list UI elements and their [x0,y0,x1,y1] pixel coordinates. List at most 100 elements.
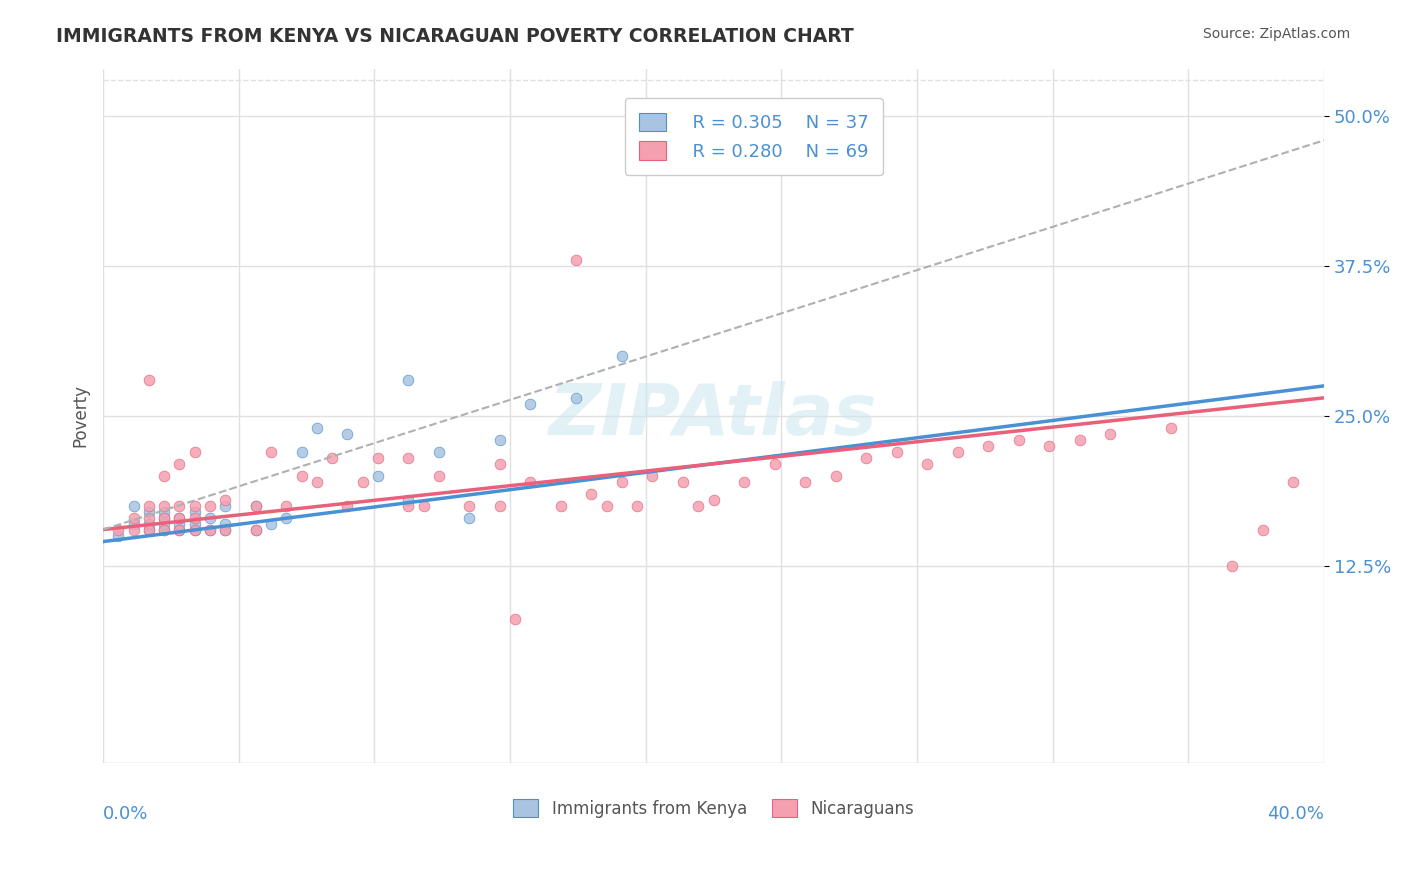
Point [183,510,205,524]
Point [198,523,221,537]
Point [503,612,526,626]
Point [1099,426,1122,441]
Point [977,439,1000,453]
Point [107,528,129,542]
Point [412,499,434,513]
Point [153,523,176,537]
Text: IMMIGRANTS FROM KENYA VS NICARAGUAN POVERTY CORRELATION CHART: IMMIGRANTS FROM KENYA VS NICARAGUAN POVE… [56,27,853,45]
Point [214,492,236,507]
Point [1251,523,1274,537]
Point [489,433,512,447]
Point [169,457,191,471]
Point [260,516,283,531]
Point [458,510,481,524]
Point [183,516,205,531]
Point [245,499,267,513]
Point [581,486,603,500]
Point [122,523,145,537]
Point [610,349,633,363]
Point [427,444,450,458]
Point [169,516,191,531]
Point [946,444,969,458]
Point [169,510,191,524]
Point [290,444,312,458]
Point [138,373,160,387]
Point [138,505,160,519]
Point [153,505,176,519]
Point [489,457,512,471]
Point [214,499,236,513]
Point [169,510,191,524]
Point [153,510,176,524]
Point [198,523,221,537]
Point [169,523,191,537]
Point [138,516,160,531]
Point [138,499,160,513]
Point [519,397,541,411]
Point [169,499,191,513]
Point [276,499,298,513]
Point [915,457,938,471]
Point [122,516,145,531]
Point [352,475,374,489]
Point [367,468,389,483]
Point [702,492,724,507]
Point [396,492,419,507]
Point [305,421,328,435]
Point [153,510,176,524]
Point [396,373,419,387]
Point [886,444,908,458]
Point [183,444,205,458]
Point [321,450,343,465]
Point [153,523,176,537]
Point [565,391,588,405]
Point [824,468,846,483]
Y-axis label: Poverty: Poverty [72,384,89,447]
Point [1220,558,1243,573]
Point [596,499,619,513]
Point [198,499,221,513]
Point [550,499,572,513]
Point [183,505,205,519]
Point [1038,439,1060,453]
Point [290,468,312,483]
Point [183,523,205,537]
Point [1069,433,1091,447]
Point [855,450,877,465]
Point [336,426,359,441]
Point [138,523,160,537]
Point [153,468,176,483]
Point [153,499,176,513]
Point [458,499,481,513]
Point [138,510,160,524]
Point [427,468,450,483]
Point [733,475,755,489]
Point [565,253,588,268]
Point [794,475,817,489]
Point [214,516,236,531]
Text: Source: ZipAtlas.com: Source: ZipAtlas.com [1202,27,1350,41]
Point [183,523,205,537]
Point [107,523,129,537]
Point [245,499,267,513]
Point [396,450,419,465]
Point [276,510,298,524]
Point [1008,433,1031,447]
Point [183,499,205,513]
Legend: Immigrants from Kenya, Nicaraguans: Immigrants from Kenya, Nicaraguans [506,793,921,824]
Point [138,523,160,537]
Point [763,457,786,471]
Point [672,475,695,489]
Point [641,468,664,483]
Point [245,523,267,537]
Text: ZIPAtlas: ZIPAtlas [550,381,877,450]
Point [122,499,145,513]
Point [198,510,221,524]
Point [122,510,145,524]
Point [245,523,267,537]
Point [336,499,359,513]
Point [305,475,328,489]
Point [610,475,633,489]
Point [396,499,419,513]
Point [214,523,236,537]
